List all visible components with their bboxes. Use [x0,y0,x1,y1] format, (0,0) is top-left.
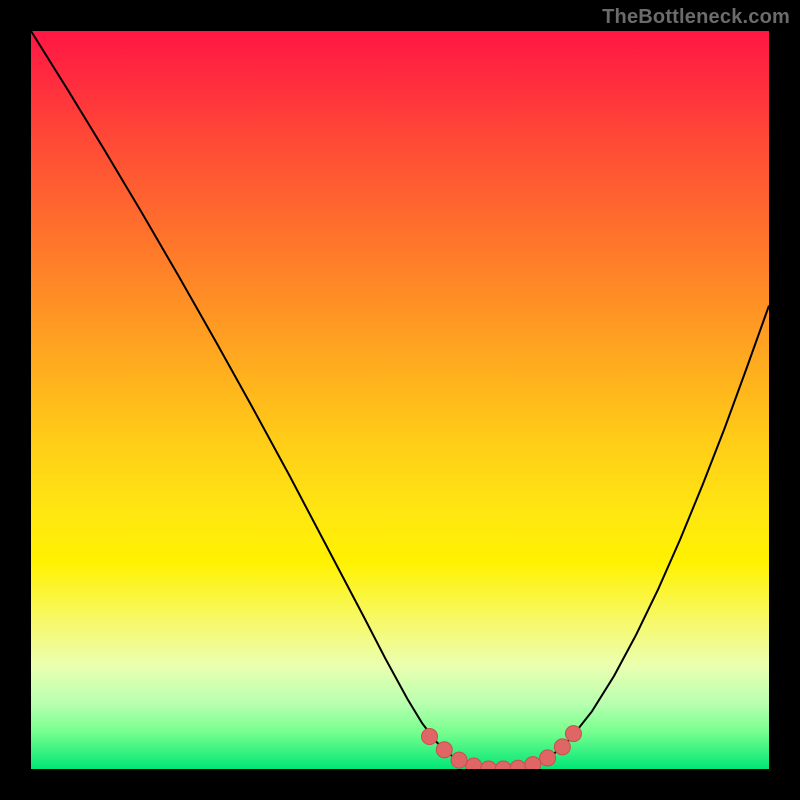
marker-point [451,752,467,768]
marker-point [422,729,438,745]
watermark-text: TheBottleneck.com [602,6,790,29]
bottleneck-chart [0,0,800,800]
marker-point [436,742,452,758]
marker-point [540,750,556,766]
chart-container: TheBottleneck.com [0,0,800,800]
marker-point [554,739,570,755]
chart-background [31,31,769,769]
marker-point [565,726,581,742]
